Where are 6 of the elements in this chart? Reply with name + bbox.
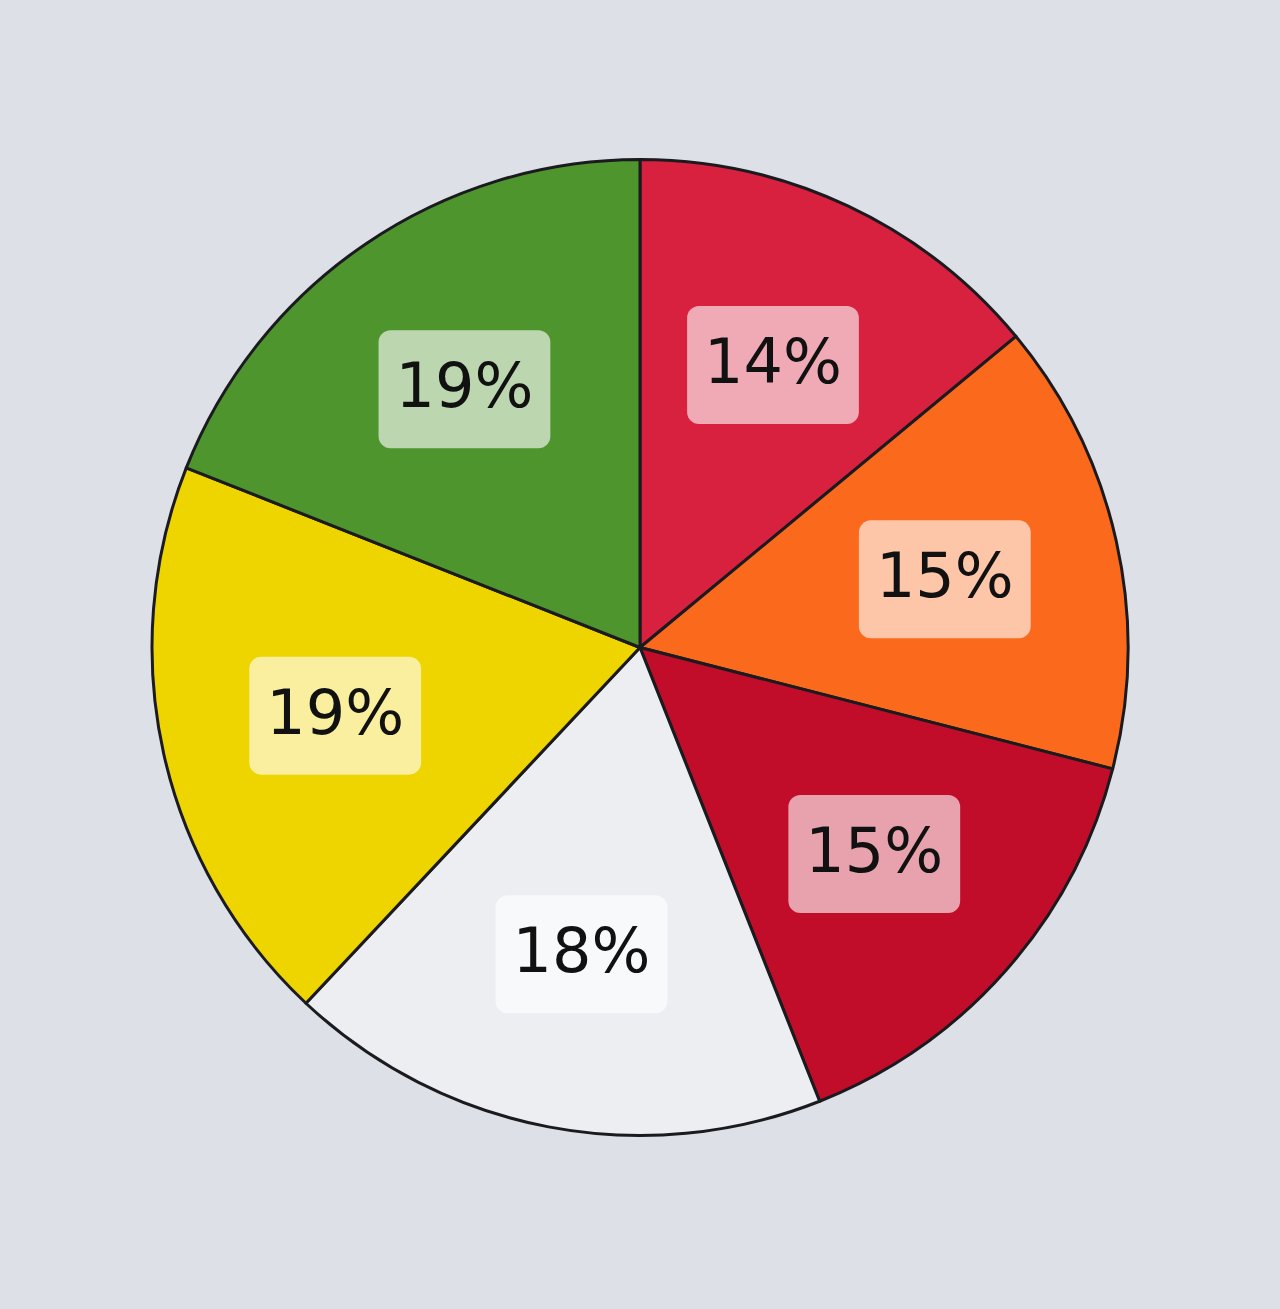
- data-label: 18%: [512, 914, 651, 988]
- data-label: 19%: [266, 675, 405, 749]
- data-label: 15%: [875, 539, 1014, 613]
- data-label: 15%: [805, 814, 944, 888]
- data-label: 19%: [395, 349, 534, 423]
- data-label: 14%: [704, 325, 842, 399]
